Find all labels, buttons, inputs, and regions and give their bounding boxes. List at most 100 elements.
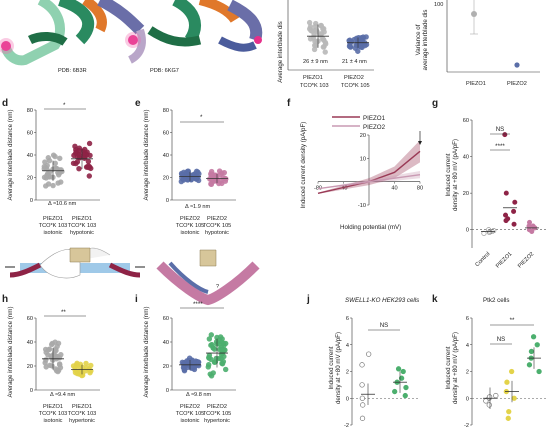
h-point — [83, 360, 89, 367]
e-point — [196, 171, 202, 177]
c-point — [320, 26, 326, 32]
d-point — [46, 158, 53, 164]
h-point — [43, 357, 49, 363]
h-ytick-label: 0 — [30, 388, 33, 394]
panel-f: Induced current density (pA/pF) PIEZO1 P… — [300, 115, 423, 231]
g-point — [486, 229, 492, 235]
g-point — [503, 218, 509, 224]
e-ytick-label: 80 — [163, 108, 169, 114]
g-x-label: Control — [474, 251, 491, 268]
j-ytick-label: 4 — [346, 343, 349, 349]
g-point — [529, 229, 535, 235]
variance-top-tick: 100 — [434, 2, 443, 8]
structure-6b3r: PDB: 6B3R — [0, 0, 146, 74]
h-point — [47, 362, 53, 369]
g-ytick-label: 20 — [463, 191, 469, 197]
i-point — [205, 364, 211, 370]
k-point — [483, 398, 489, 404]
e-point — [185, 177, 191, 183]
k-sig-label: ** — [510, 317, 515, 324]
g-ylabel-2: density at +80 mV (pA/pF) — [452, 139, 459, 211]
c-point — [359, 44, 365, 51]
k-point — [505, 415, 511, 421]
e-ytick-label: 60 — [163, 131, 169, 137]
k-sig-label: NS — [497, 336, 506, 343]
h-point — [74, 360, 80, 367]
k-point — [508, 368, 515, 375]
k-ylabel-1: Induced current — [445, 346, 452, 389]
d-point — [41, 174, 48, 180]
c-point — [313, 27, 319, 33]
e-point — [210, 177, 217, 183]
j-point — [359, 362, 365, 368]
j-point — [403, 384, 409, 391]
i-point — [211, 346, 218, 352]
d-ytick-label: 80 — [27, 108, 33, 114]
h-point — [53, 347, 59, 354]
e-group-label: isotonic — [181, 230, 200, 236]
d-point — [73, 160, 79, 167]
e-point — [208, 181, 214, 187]
k-ytick-label: 0 — [466, 396, 469, 402]
f-series-line — [317, 173, 421, 190]
g-ylabel-1: Induced current — [445, 153, 452, 196]
k-point — [506, 408, 512, 415]
i-point — [219, 346, 225, 353]
h-point — [42, 346, 49, 353]
e-point — [211, 172, 218, 178]
d-point — [52, 153, 58, 160]
g-sig-ns: NS — [496, 126, 505, 133]
i-point — [210, 370, 216, 376]
e-delta: Δ ≈1.9 nm — [185, 204, 210, 210]
c-group-1a: PIEZO1 — [303, 75, 323, 81]
k-ytick-label: 4 — [466, 343, 469, 349]
d-points — [41, 140, 94, 189]
c-point — [352, 45, 359, 51]
schematic-question: ? — [216, 284, 219, 290]
e-points — [178, 168, 229, 188]
e-point — [216, 168, 223, 174]
i-significance: **** — [193, 301, 203, 308]
d-point — [42, 159, 48, 165]
k-point — [528, 348, 535, 355]
h-group-label: PIEZO1 — [43, 404, 63, 410]
g-point — [511, 221, 517, 227]
h-point — [48, 341, 55, 348]
d-point — [55, 180, 61, 186]
d-ylabel: Average interblade distance (nm) — [7, 109, 14, 200]
i-point — [206, 355, 212, 361]
i-group-label: TCO*K 105 — [203, 411, 232, 417]
c-point — [307, 23, 314, 30]
f-ytick-label: 20 — [360, 133, 366, 139]
panel-i: Average interblade distance (nm) 0 20 40 60… — [143, 301, 236, 424]
k-point — [530, 334, 537, 340]
k-point — [493, 392, 499, 399]
panel-letter-i: i — [135, 294, 138, 305]
j-ytick-label: 0 — [346, 396, 349, 402]
d-point — [50, 182, 56, 189]
i-delta: Δ ≈9.8 nm — [186, 392, 211, 398]
d-group-label: isotonic — [44, 230, 63, 236]
h-group-label: isotonic — [44, 418, 63, 424]
j-point — [400, 368, 406, 375]
f-legend-piezo1: PIEZO1 — [363, 115, 386, 122]
f-xtick-label: -40 — [339, 186, 347, 192]
h-ytick-label: 60 — [27, 316, 33, 322]
j-point — [395, 366, 402, 372]
c-group-1b: TCO*K 103 — [300, 83, 329, 89]
e-ytick-label: 40 — [163, 153, 169, 159]
d-point — [87, 152, 93, 159]
k-point — [486, 402, 492, 408]
i-point — [190, 361, 197, 368]
h-group-label: PIEZO1 — [72, 404, 92, 410]
d-point — [53, 165, 60, 172]
e-point — [221, 169, 228, 176]
d-point — [57, 155, 63, 162]
panel-e: Average interblade distance (nm) 0 20 40 60… — [143, 108, 236, 236]
i-group-label: PIEZO2 — [180, 404, 200, 410]
d-point — [86, 140, 93, 147]
e-group-label: TCO*K 105 — [176, 223, 205, 229]
f-legend-piezo2: PIEZO2 — [363, 124, 386, 131]
c-ylabel: Average interblade dis — [277, 21, 284, 82]
h-significance: ** — [61, 309, 66, 316]
